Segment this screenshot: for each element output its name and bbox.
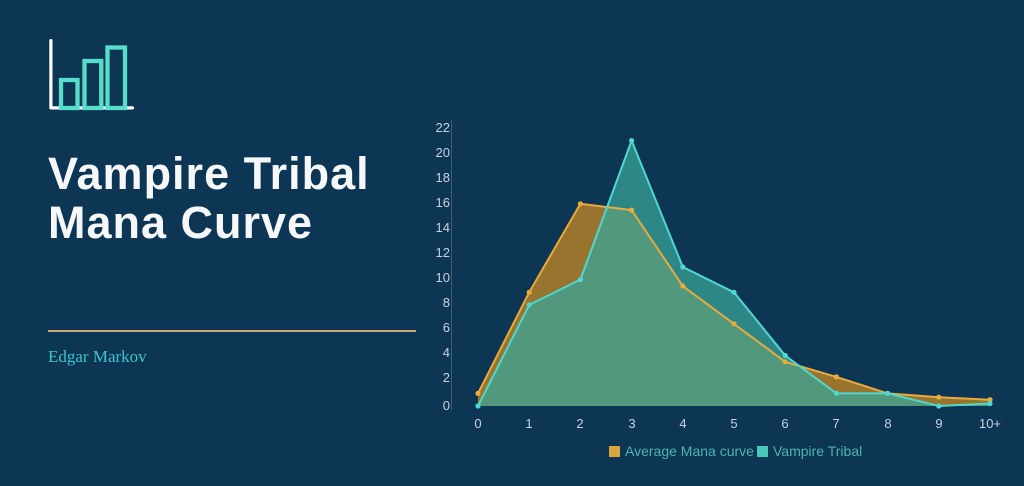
svg-text:1: 1 bbox=[525, 416, 532, 431]
svg-text:2: 2 bbox=[576, 416, 583, 431]
svg-text:7: 7 bbox=[832, 416, 839, 431]
svg-text:10: 10 bbox=[436, 270, 450, 285]
svg-text:0: 0 bbox=[474, 416, 481, 431]
svg-text:Vampire Tribal: Vampire Tribal bbox=[773, 443, 862, 459]
svg-text:6: 6 bbox=[443, 320, 450, 335]
svg-text:2: 2 bbox=[443, 370, 450, 385]
svg-text:18: 18 bbox=[436, 170, 450, 185]
svg-text:3: 3 bbox=[628, 416, 635, 431]
svg-text:6: 6 bbox=[781, 416, 788, 431]
svg-text:16: 16 bbox=[436, 195, 450, 210]
svg-text:0: 0 bbox=[443, 398, 450, 413]
svg-text:9: 9 bbox=[935, 416, 942, 431]
svg-text:10+: 10+ bbox=[979, 416, 1001, 431]
svg-text:5: 5 bbox=[730, 416, 737, 431]
svg-text:4: 4 bbox=[443, 345, 450, 360]
svg-text:12: 12 bbox=[436, 245, 450, 260]
svg-text:22: 22 bbox=[436, 120, 450, 135]
svg-text:8: 8 bbox=[443, 295, 450, 310]
svg-text:20: 20 bbox=[436, 145, 450, 160]
svg-text:4: 4 bbox=[679, 416, 686, 431]
svg-text:8: 8 bbox=[884, 416, 891, 431]
svg-text:Average Mana curve: Average Mana curve bbox=[625, 443, 754, 459]
svg-text:14: 14 bbox=[436, 220, 450, 235]
